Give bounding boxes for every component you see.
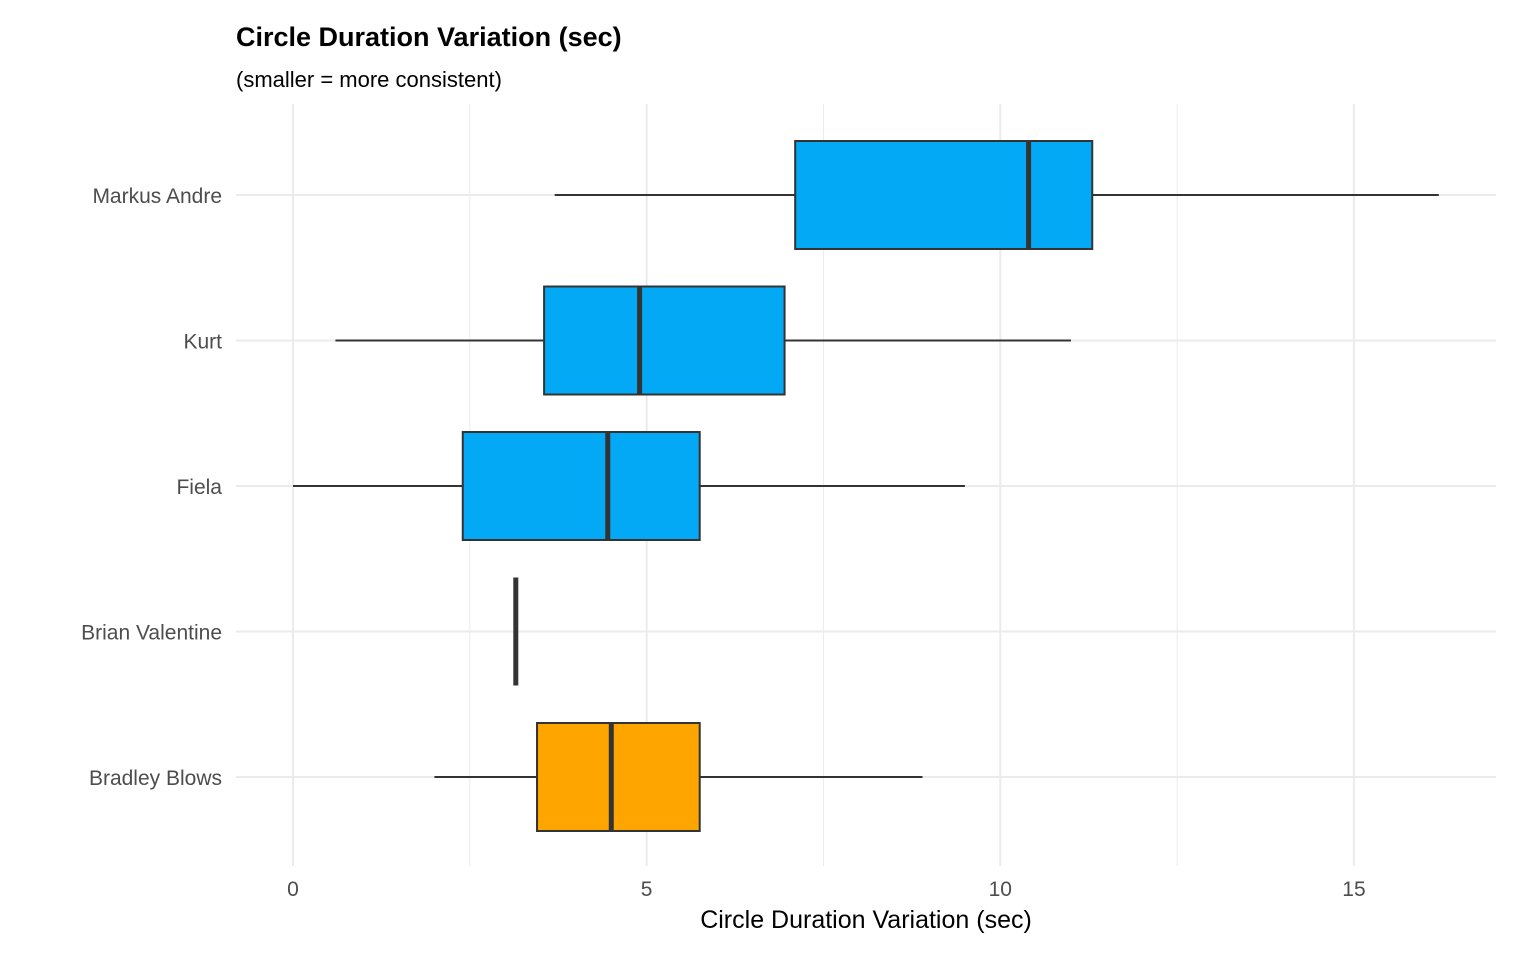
boxes	[293, 140, 1439, 832]
x-tick-label: 10	[989, 878, 1012, 901]
chart-subtitle: (smaller = more consistent)	[236, 67, 502, 92]
box-bradley-blows	[434, 722, 923, 832]
iqr-box	[794, 140, 1094, 250]
x-tick-label: 0	[287, 878, 299, 901]
y-tick-label: Kurt	[183, 331, 222, 354]
y-tick-label: Fiela	[176, 476, 222, 499]
box-markus-andre	[554, 140, 1439, 250]
box-kurt	[335, 285, 1072, 396]
x-tick-label: 15	[1342, 878, 1365, 901]
y-tick-label: Markus Andre	[92, 185, 222, 208]
y-tick-label: Brian Valentine	[81, 622, 222, 645]
box-fiela	[293, 431, 965, 541]
chart-title: Circle Duration Variation (sec)	[236, 22, 622, 52]
y-tick-label: Bradley Blows	[89, 767, 222, 790]
iqr-box	[461, 431, 701, 541]
iqr-box	[536, 722, 701, 832]
axis-labels: 0 5 10 15 Markus Andre Kurt Fiela Brian Valenti…	[81, 185, 1366, 901]
x-tick-label: 5	[641, 878, 653, 901]
x-axis-title: Circle Duration Variation (sec)	[700, 906, 1032, 934]
iqr-box	[543, 285, 786, 396]
